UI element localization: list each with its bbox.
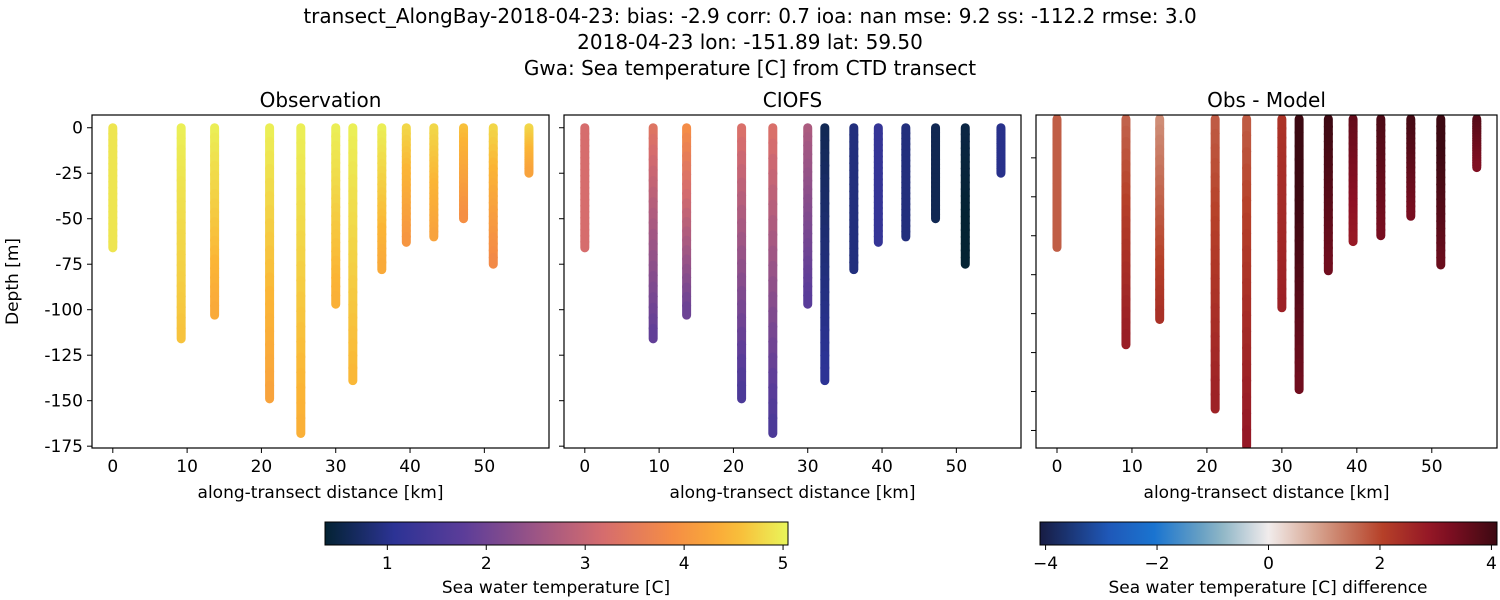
x-tick-label: 10 xyxy=(176,457,198,477)
x-tick-label: 30 xyxy=(1271,457,1293,477)
panel-1-xlabel: along-transect distance [km] xyxy=(670,483,916,503)
colorbar-1 xyxy=(1039,521,1498,546)
x-tick-label: 30 xyxy=(797,457,819,477)
figure-title-line-2: 2018-04-23 lon: -151.89 lat: 59.50 xyxy=(577,30,923,54)
panel-0-casts xyxy=(108,123,534,438)
y-tick-label: 0 xyxy=(72,119,83,139)
x-tick-label: 20 xyxy=(251,457,273,477)
y-tick-label: -125 xyxy=(44,346,83,366)
colorbar-tick-label: 3 xyxy=(580,554,591,574)
figure-title-line-1: transect_AlongBay-2018-04-23: bias: -2.9… xyxy=(303,4,1197,28)
x-tick-label: 30 xyxy=(325,457,347,477)
panel-1-frame xyxy=(563,114,1022,449)
y-tick-label: -175 xyxy=(44,437,83,457)
x-tick-label: 10 xyxy=(648,457,670,477)
panel-1-casts xyxy=(580,123,1006,438)
colorbar-tick-label: 5 xyxy=(778,554,789,574)
colorbar-tick-label: 2 xyxy=(1375,554,1386,574)
figure-title-line-3: Gwa: Sea temperature [C] from CTD transe… xyxy=(523,56,977,80)
colorbar-tick-label: 2 xyxy=(481,554,492,574)
panel-0-xlabel: along-transect distance [km] xyxy=(198,483,444,503)
colorbar-tick-label: 0 xyxy=(1263,554,1274,574)
panel-2-title: Obs - Model xyxy=(1207,88,1326,112)
x-tick-label: 40 xyxy=(871,457,893,477)
x-tick-label: 20 xyxy=(723,457,745,477)
panel-2-casts xyxy=(1052,115,1482,448)
y-tick-label: -75 xyxy=(55,255,83,275)
x-tick-label: 50 xyxy=(946,457,968,477)
colorbar-tick-label: 4 xyxy=(679,554,690,574)
x-tick-label: 0 xyxy=(107,457,118,477)
y-tick-label: -100 xyxy=(44,301,83,321)
y-tick-label: -50 xyxy=(55,210,83,230)
x-tick-label: 0 xyxy=(1052,457,1063,477)
x-tick-label: 10 xyxy=(1121,457,1143,477)
panel-2-xlabel: along-transect distance [km] xyxy=(1144,483,1390,503)
panel-0-frame xyxy=(91,114,550,449)
x-tick-label: 40 xyxy=(1346,457,1368,477)
colorbar-0-label: Sea water temperature [C] xyxy=(442,578,670,598)
colorbar-tick-label: −4 xyxy=(1033,554,1058,574)
colorbar-1-label: Sea water temperature [C] difference xyxy=(1108,578,1427,598)
x-tick-label: 50 xyxy=(1421,457,1443,477)
x-tick-label: 40 xyxy=(399,457,421,477)
y-tick-label: -150 xyxy=(44,392,83,412)
x-tick-label: 50 xyxy=(474,457,496,477)
x-tick-label: 20 xyxy=(1196,457,1218,477)
y-axis-label: Depth [m] xyxy=(3,238,23,325)
colorbar-tick-label: 1 xyxy=(382,554,393,574)
y-tick-label: -25 xyxy=(55,164,83,184)
panel-0-title: Observation xyxy=(260,88,382,112)
x-tick-label: 0 xyxy=(579,457,590,477)
colorbar-0 xyxy=(324,521,789,546)
panel-2-frame xyxy=(1035,114,1498,449)
colorbar-tick-label: 4 xyxy=(1486,554,1497,574)
colorbar-tick-label: −2 xyxy=(1145,554,1170,574)
panel-1-title: CIOFS xyxy=(763,88,822,112)
